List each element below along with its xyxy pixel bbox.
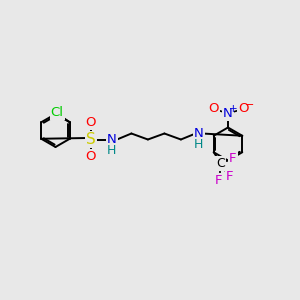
Text: H: H: [194, 137, 203, 151]
Text: −: −: [245, 100, 254, 110]
Text: C: C: [216, 157, 225, 170]
Text: N: N: [223, 107, 233, 120]
Text: +: +: [229, 104, 238, 114]
Text: O: O: [208, 102, 219, 115]
Text: O: O: [85, 116, 96, 129]
Text: N: N: [107, 133, 116, 146]
Text: N: N: [194, 127, 203, 140]
Text: F: F: [226, 170, 234, 183]
Text: F: F: [215, 174, 223, 187]
Text: Cl: Cl: [51, 106, 64, 119]
Text: H: H: [107, 143, 116, 157]
Text: O: O: [85, 150, 96, 163]
Text: S: S: [86, 132, 95, 147]
Text: O: O: [238, 102, 249, 115]
Text: F: F: [229, 152, 237, 165]
